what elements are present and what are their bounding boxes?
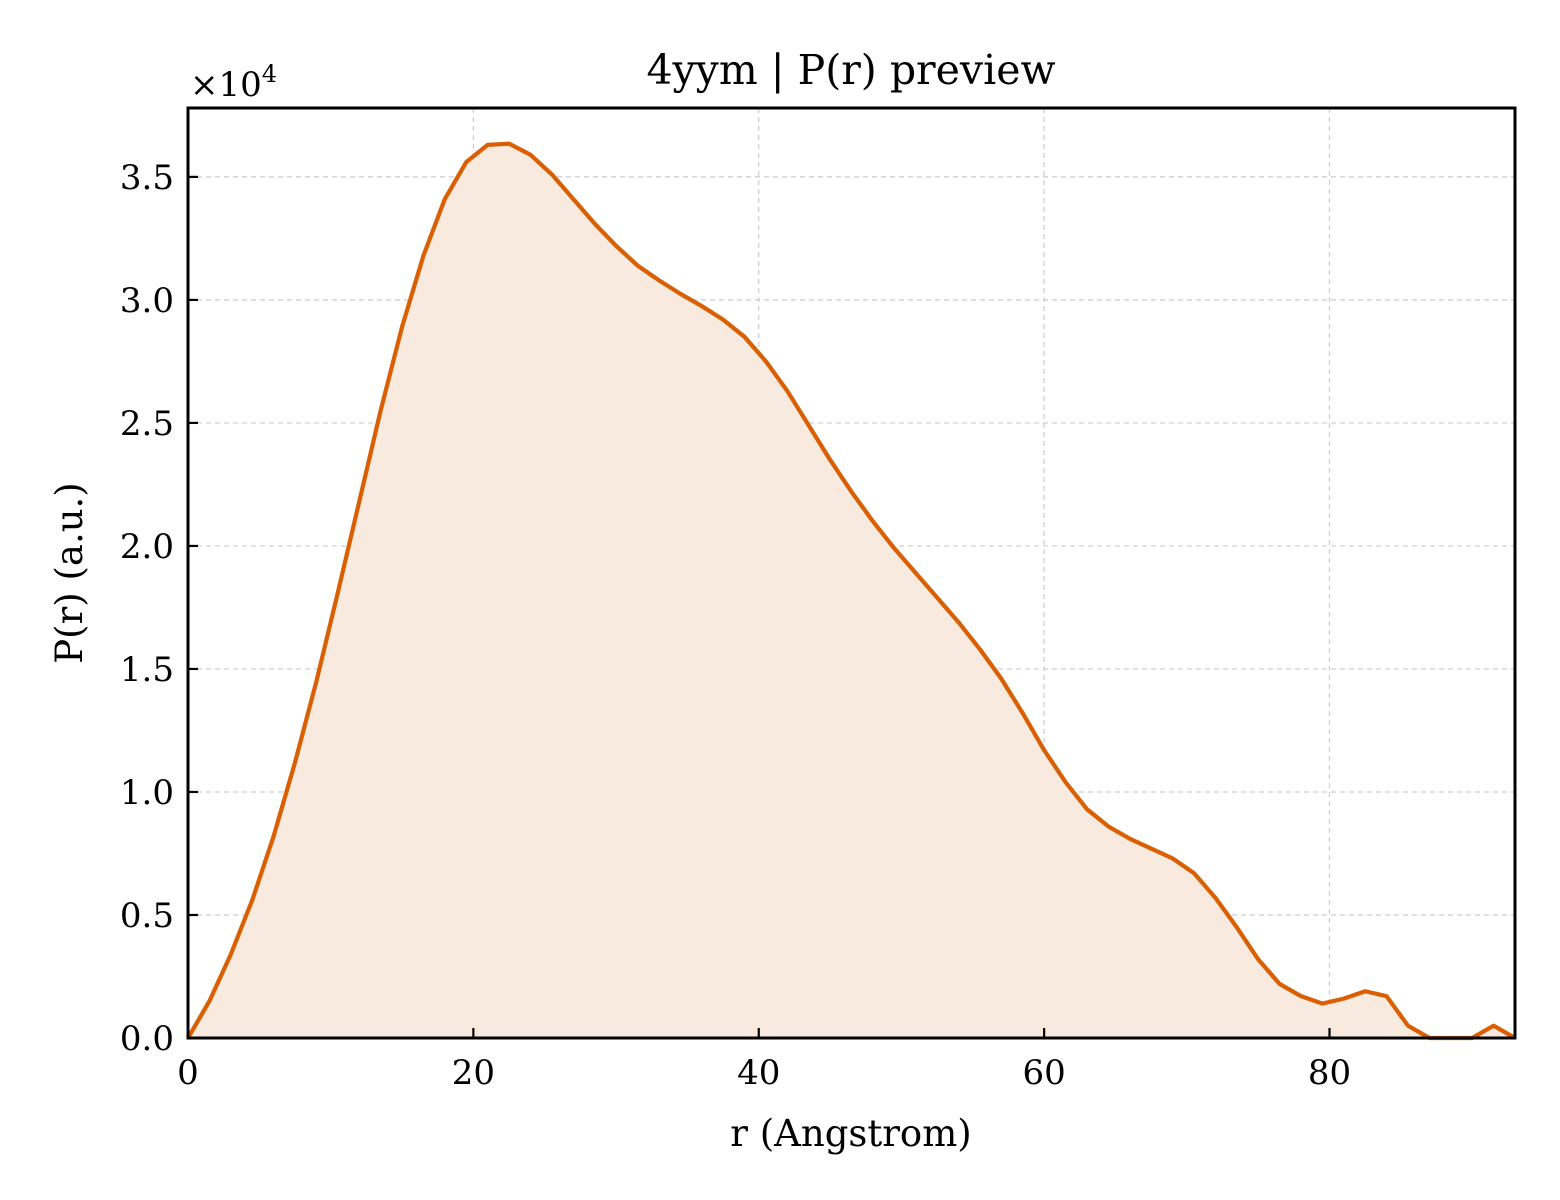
y-multiplier-exponent: 4 [262,60,277,88]
x-tick-label: 40 [737,1053,780,1093]
y-tick-label: 0.5 [120,896,174,936]
axis-ticks [186,175,1331,1040]
x-tick-label: 60 [1022,1053,1065,1093]
y-tick-label: 1.5 [120,650,174,690]
series-line [186,141,1517,1041]
y-tick-label: 3.5 [120,158,174,198]
series-fill [188,143,1515,1039]
x-tick-label: 0 [177,1053,199,1093]
y-multiplier-base: ×10 [190,65,262,105]
y-tick-label: 0.0 [120,1019,174,1059]
plot-frame [186,106,1517,1040]
y-tick-label: 2.0 [120,527,174,567]
x-tick-label: 20 [452,1053,495,1093]
x-tick-label: 80 [1308,1053,1351,1093]
x-axis-label: r (Angstrom) [730,1112,971,1155]
y-tick-label: 2.5 [120,404,174,444]
tick-labels: 0 20 40 60 80 0.0 0.5 1.0 1.5 2.0 2.5 3.0 3.5 [120,158,1351,1093]
y-tick-label: 3.0 [120,281,174,321]
y-tick-label: 1.0 [120,773,174,813]
y-multiplier: ×104 [190,60,277,105]
chart-title: 4yym | P(r) preview [646,46,1055,94]
y-axis-label: P(r) (a.u.) [48,482,91,664]
plot-area [186,141,1517,1041]
